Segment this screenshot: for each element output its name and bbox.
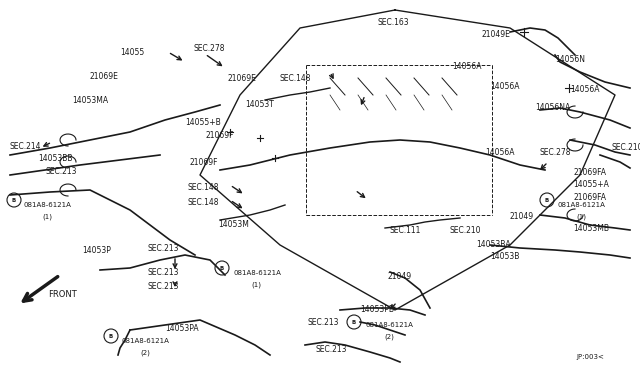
Text: (2): (2) — [140, 350, 150, 356]
Text: SEC.163: SEC.163 — [378, 18, 410, 27]
Text: SEC.213: SEC.213 — [148, 282, 179, 291]
Text: 081A8-6121A: 081A8-6121A — [122, 338, 170, 344]
Text: SEC.213: SEC.213 — [148, 268, 179, 277]
Text: 081A8-6121A: 081A8-6121A — [24, 202, 72, 208]
Text: SEC.278: SEC.278 — [539, 148, 570, 157]
Text: 14055+B: 14055+B — [185, 118, 221, 127]
Text: SEC.214: SEC.214 — [10, 142, 42, 151]
Text: 21049: 21049 — [388, 272, 412, 281]
Text: (1): (1) — [576, 214, 586, 221]
Text: (2): (2) — [384, 334, 394, 340]
Text: 14056A: 14056A — [485, 148, 515, 157]
Text: 21069E: 21069E — [90, 72, 119, 81]
Text: 14053B: 14053B — [490, 252, 520, 261]
Text: SEC.148: SEC.148 — [188, 183, 220, 192]
Text: 081A8-6121A: 081A8-6121A — [558, 202, 606, 208]
Text: SEC.148: SEC.148 — [280, 74, 312, 83]
Text: 14053T: 14053T — [245, 100, 274, 109]
Text: (1): (1) — [251, 282, 261, 289]
Text: 14056N: 14056N — [555, 55, 585, 64]
Text: 21069F: 21069F — [205, 131, 234, 140]
Text: B: B — [12, 198, 16, 202]
Text: 14056A: 14056A — [490, 82, 520, 91]
Text: B: B — [545, 198, 549, 202]
Text: 081A8-6121A: 081A8-6121A — [366, 322, 414, 328]
Text: 14053P: 14053P — [82, 246, 111, 255]
Text: 14055+A: 14055+A — [573, 180, 609, 189]
Text: 21069FA: 21069FA — [573, 168, 606, 177]
Text: 081A8-6121A: 081A8-6121A — [233, 270, 281, 276]
Text: 14056A: 14056A — [452, 62, 481, 71]
Text: SEC.213: SEC.213 — [46, 167, 77, 176]
Text: SEC.148: SEC.148 — [188, 198, 220, 207]
Text: JP:003<: JP:003< — [576, 354, 604, 360]
Text: B: B — [220, 266, 224, 270]
Text: SEC.278: SEC.278 — [193, 44, 225, 53]
Text: 14053M: 14053M — [218, 220, 249, 229]
Text: FRONT: FRONT — [48, 290, 77, 299]
Text: 14055: 14055 — [120, 48, 144, 57]
Text: SEC.111: SEC.111 — [390, 226, 421, 235]
Text: SEC.210: SEC.210 — [450, 226, 481, 235]
Text: 21069F: 21069F — [190, 158, 218, 167]
Text: 21069E: 21069E — [228, 74, 257, 83]
Text: 14053BA: 14053BA — [476, 240, 511, 249]
Text: 14053PB: 14053PB — [360, 305, 394, 314]
Text: 21069FA: 21069FA — [573, 193, 606, 202]
Text: 14056A: 14056A — [570, 85, 600, 94]
Text: B: B — [109, 334, 113, 339]
Text: 14053MA: 14053MA — [72, 96, 108, 105]
Text: 14053BB: 14053BB — [38, 154, 72, 163]
Text: 21049E: 21049E — [482, 30, 511, 39]
Text: 14056NA: 14056NA — [535, 103, 570, 112]
Text: 14053MB: 14053MB — [573, 224, 609, 233]
Text: 14053PA: 14053PA — [165, 324, 198, 333]
Text: (1): (1) — [42, 214, 52, 221]
Text: SEC.210: SEC.210 — [612, 143, 640, 152]
Text: SEC.213: SEC.213 — [148, 244, 179, 253]
Text: SEC.213: SEC.213 — [316, 345, 348, 354]
Text: B: B — [352, 320, 356, 324]
Text: SEC.213: SEC.213 — [308, 318, 339, 327]
Text: 21049: 21049 — [510, 212, 534, 221]
